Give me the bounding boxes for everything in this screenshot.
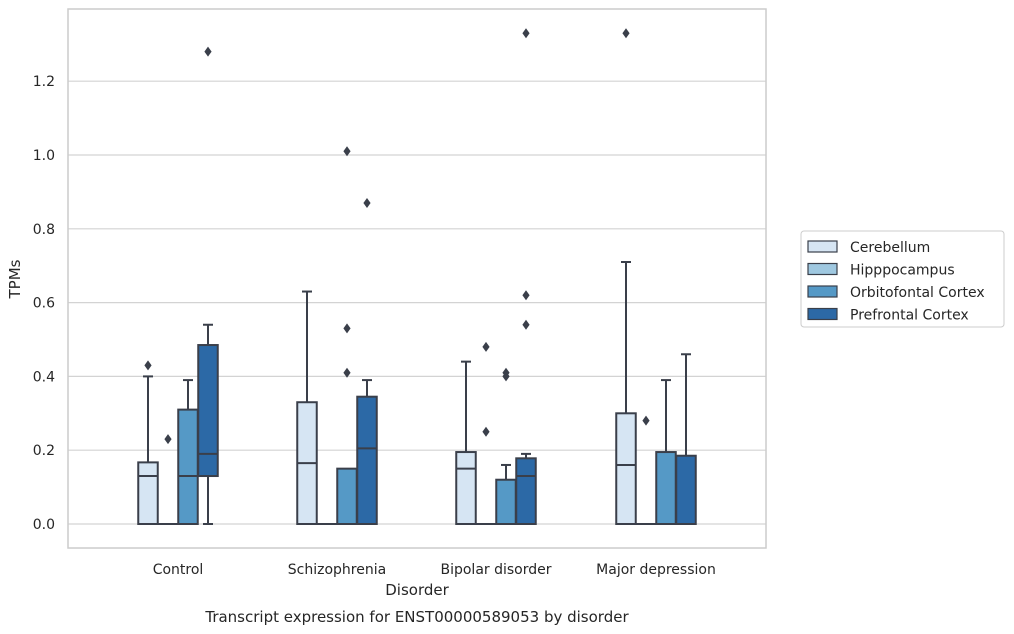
legend-frame <box>800 230 1005 328</box>
box-iqr <box>177 408 199 525</box>
outlier-point <box>482 341 490 352</box>
legend-swatch <box>807 307 838 321</box>
x-tick-label: Bipolar disorder <box>440 562 551 578</box>
box-orbitofontal-cortex <box>177 379 199 525</box>
box-orbitofontal-cortex <box>655 379 677 526</box>
outlier-point <box>343 367 351 378</box>
y-axis-label: TPMs <box>6 259 24 299</box>
box-iqr <box>455 451 477 526</box>
box-iqr <box>655 451 677 526</box>
outlier-point <box>522 319 530 330</box>
y-tick-label: 0.8 <box>33 222 55 238</box>
box-prefrontal-cortex <box>197 46 219 525</box>
box-iqr <box>515 457 537 525</box>
outlier-point <box>164 434 172 445</box>
outlier-point <box>502 367 510 378</box>
y-tick-label: 1.2 <box>33 74 55 90</box>
legend-swatch <box>807 240 838 253</box>
outlier-point <box>363 197 371 208</box>
box-cerebellum <box>615 28 637 525</box>
y-tick-label: 0.6 <box>33 296 55 312</box>
box-hipppocampus <box>476 341 496 525</box>
outlier-point <box>522 290 530 301</box>
outlier-point <box>482 426 490 437</box>
outlier-point <box>343 323 351 334</box>
y-tick-label: 0.4 <box>33 369 55 385</box>
y-tick-label: 1.0 <box>33 148 55 164</box>
box-iqr <box>495 478 517 525</box>
box-iqr <box>615 412 637 525</box>
x-axis-ticks: Control Schizophrenia Bipolar disorder Majo… <box>153 562 716 578</box>
x-tick-label: Control <box>153 562 204 578</box>
box-hipppocampus <box>158 434 178 525</box>
box-cerebellum <box>137 360 159 526</box>
box-cerebellum <box>455 360 477 526</box>
box-prefrontal-cortex <box>356 197 378 526</box>
y-tick-label: 0.2 <box>33 443 55 459</box>
legend-label: Prefrontal Cortex <box>850 308 969 324</box>
legend: Cerebellum Hipppocampus Orbitofontal Corte… <box>800 230 1005 328</box>
chart-caption: Transcript expression for ENST0000058905… <box>204 608 629 626</box>
outlier-point <box>144 360 152 371</box>
box-prefrontal-cortex <box>675 353 697 525</box>
y-tick-label: 0.0 <box>33 517 55 533</box>
box-orbitofontal-cortex <box>336 146 358 525</box>
box-iqr <box>336 467 358 525</box>
x-tick-label: Major depression <box>596 562 716 578</box>
plot-area-frame <box>67 8 767 549</box>
box-iqr <box>675 454 697 525</box>
legend-swatch <box>807 285 838 298</box>
x-tick-label: Schizophrenia <box>288 562 386 578</box>
box-iqr <box>356 395 378 526</box>
outlier-point <box>622 28 630 39</box>
outlier-point <box>204 46 212 57</box>
box-hipppocampus <box>636 415 656 525</box>
box-iqr <box>197 344 219 478</box>
outlier-point <box>343 146 351 157</box>
box-iqr <box>137 461 159 526</box>
legend-label: Orbitofontal Cortex <box>850 285 985 301</box>
boxes <box>137 28 697 526</box>
box-orbitofontal-cortex <box>495 367 517 525</box>
box-prefrontal-cortex <box>515 28 537 525</box>
legend-label: Cerebellum <box>850 240 930 256</box>
x-axis-label: Disorder <box>385 581 449 599</box>
legend-swatch <box>807 262 838 276</box>
outlier-point <box>522 28 530 39</box>
y-axis-ticks: 0.0 0.2 0.4 0.6 0.8 1.0 1.2 <box>33 74 55 533</box>
legend-label: Hipppocampus <box>850 263 955 279</box>
outlier-point <box>642 415 650 426</box>
box-cerebellum <box>296 290 318 526</box>
